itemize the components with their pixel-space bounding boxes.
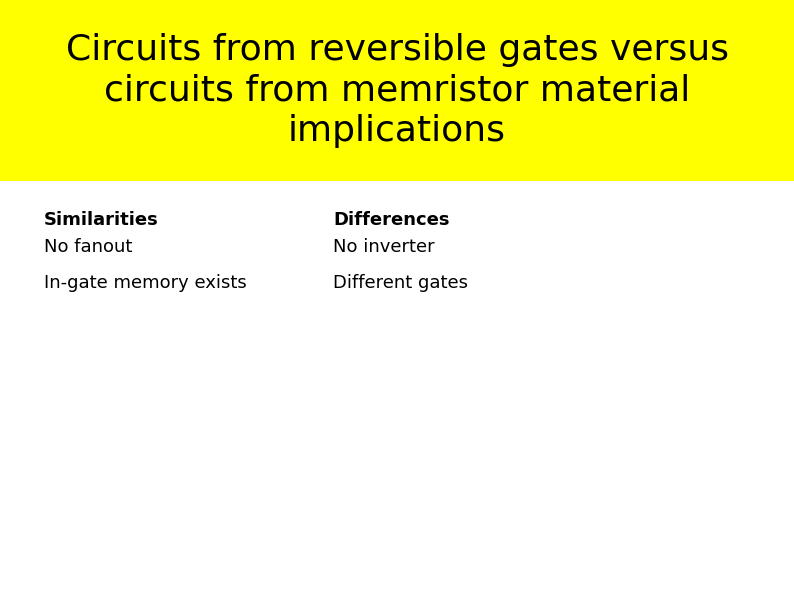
Text: Differences: Differences xyxy=(333,211,450,229)
Text: Similarities: Similarities xyxy=(44,211,159,229)
Text: No inverter: No inverter xyxy=(333,238,435,256)
Text: In-gate memory exists: In-gate memory exists xyxy=(44,274,246,292)
Text: Different gates: Different gates xyxy=(333,274,468,292)
Text: Circuits from reversible gates versus
circuits from memristor material
implicati: Circuits from reversible gates versus ci… xyxy=(65,33,729,149)
Text: No fanout: No fanout xyxy=(44,238,132,256)
